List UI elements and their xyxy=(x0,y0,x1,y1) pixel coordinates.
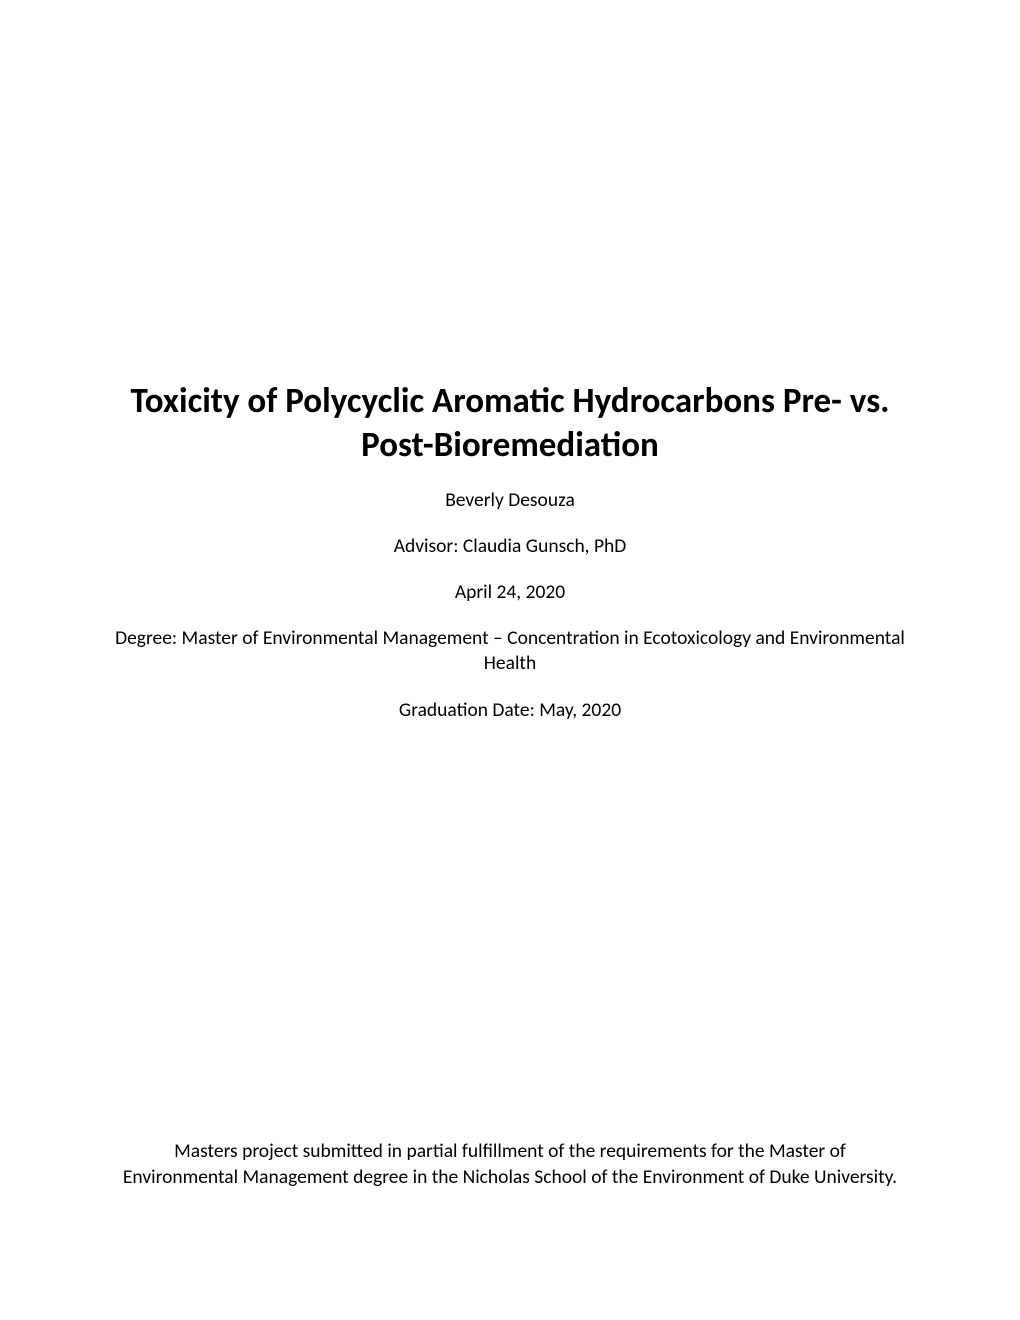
date-line: April 24, 2020 xyxy=(115,580,905,604)
author-name: Beverly Desouza xyxy=(115,488,905,512)
advisor-line: Advisor: Claudia Gunsch, PhD xyxy=(115,534,905,558)
title-block: Toxicity of Polycyclic Aromatic Hydrocar… xyxy=(115,380,905,722)
degree-line: Degree: Master of Environmental Manageme… xyxy=(115,626,905,677)
document-page: Toxicity of Polycyclic Aromatic Hydrocar… xyxy=(0,0,1020,1320)
graduation-line: Graduation Date: May, 2020 xyxy=(115,698,905,722)
document-title: Toxicity of Polycyclic Aromatic Hydrocar… xyxy=(115,380,905,468)
submission-statement: Masters project submitted in partial ful… xyxy=(115,1139,905,1190)
